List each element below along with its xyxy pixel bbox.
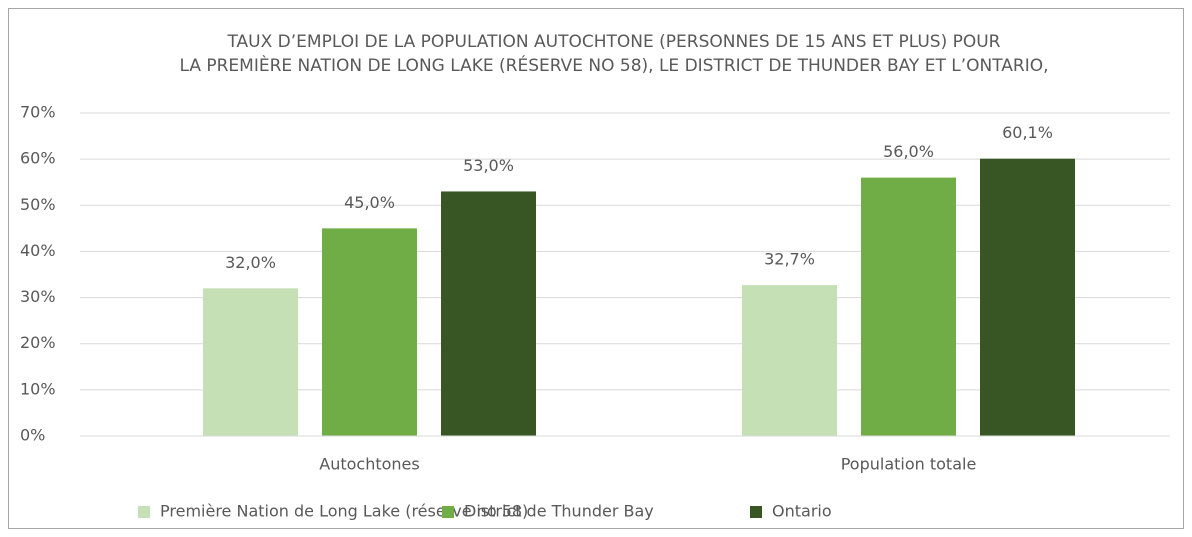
y-tick-label: 30% (20, 287, 56, 306)
y-tick-label: 60% (20, 149, 56, 168)
bar (861, 177, 956, 436)
legend-label: Première Nation de Long Lake (réserve no… (160, 502, 528, 521)
data-label: 60,1% (1002, 123, 1053, 142)
data-label: 32,7% (764, 250, 815, 269)
bar (742, 285, 837, 436)
data-label: 53,0% (463, 156, 514, 175)
y-tick-label: 0% (20, 426, 45, 445)
data-label: 56,0% (883, 142, 934, 161)
y-tick-label: 10% (20, 379, 56, 398)
legend-swatch (442, 506, 454, 518)
data-label: 45,0% (344, 193, 395, 212)
legend-swatch (138, 506, 150, 518)
legend-swatch (750, 506, 762, 518)
bar (322, 228, 417, 436)
chart-title: TAUX D’EMPLOI DE LA POPULATION AUTOCHTON… (226, 32, 1000, 52)
y-tick-label: 20% (20, 333, 56, 352)
bar (203, 288, 298, 436)
data-label: 32,0% (225, 253, 276, 272)
x-tick-label: Population totale (841, 455, 977, 474)
y-tick-label: 50% (20, 195, 56, 214)
legend-label: District de Thunder Bay (464, 502, 654, 521)
bar (441, 191, 536, 436)
x-tick-label: Autochtones (319, 455, 419, 474)
legend-label: Ontario (772, 502, 832, 521)
chart-title: LA PREMIÈRE NATION DE LONG LAKE (RÉSERVE… (179, 54, 1048, 76)
y-tick-label: 70% (20, 103, 56, 122)
bar (980, 158, 1075, 436)
y-tick-label: 40% (20, 241, 56, 260)
